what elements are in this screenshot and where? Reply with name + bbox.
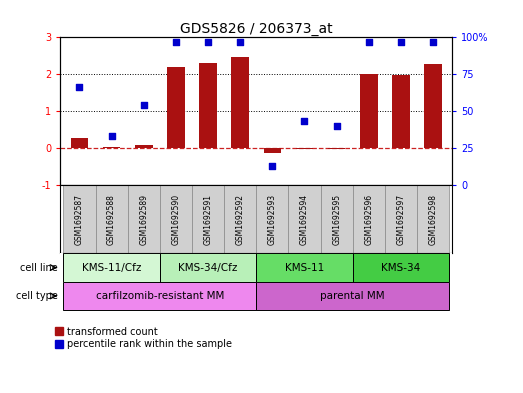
- Bar: [321, 185, 353, 253]
- Bar: [128, 185, 160, 253]
- Bar: [160, 185, 192, 253]
- Bar: [63, 185, 96, 253]
- Text: parental MM: parental MM: [321, 291, 385, 301]
- Bar: [392, 75, 410, 148]
- Point: [397, 39, 405, 45]
- Bar: [353, 185, 385, 253]
- Bar: [224, 185, 256, 253]
- Bar: [96, 185, 128, 253]
- Bar: [417, 185, 449, 253]
- Point: [300, 118, 309, 125]
- Legend: transformed count, percentile rank within the sample: transformed count, percentile rank withi…: [54, 327, 232, 349]
- Bar: [256, 185, 288, 253]
- Point: [236, 39, 244, 45]
- Point: [107, 133, 116, 139]
- Point: [333, 123, 341, 129]
- Bar: [71, 138, 88, 148]
- Text: GSM1692590: GSM1692590: [172, 193, 180, 245]
- Point: [75, 84, 84, 90]
- Bar: [199, 63, 217, 148]
- Text: GSM1692597: GSM1692597: [396, 193, 405, 245]
- Bar: [288, 185, 321, 253]
- Bar: [385, 185, 417, 253]
- Point: [204, 39, 212, 45]
- Point: [268, 162, 277, 169]
- Bar: [63, 253, 160, 282]
- Bar: [353, 253, 449, 282]
- Text: KMS-34/Cfz: KMS-34/Cfz: [178, 263, 238, 273]
- Text: GSM1692598: GSM1692598: [429, 194, 438, 244]
- Point: [365, 39, 373, 45]
- Bar: [192, 185, 224, 253]
- Text: KMS-34: KMS-34: [381, 263, 420, 273]
- Bar: [295, 148, 313, 149]
- Title: GDS5826 / 206373_at: GDS5826 / 206373_at: [180, 22, 333, 36]
- Text: KMS-11/Cfz: KMS-11/Cfz: [82, 263, 141, 273]
- Text: GSM1692591: GSM1692591: [203, 194, 212, 244]
- Text: cell type: cell type: [16, 291, 58, 301]
- Text: carfilzomib-resistant MM: carfilzomib-resistant MM: [96, 291, 224, 301]
- Text: GSM1692593: GSM1692593: [268, 193, 277, 245]
- Text: GSM1692595: GSM1692595: [332, 193, 341, 245]
- Bar: [256, 253, 353, 282]
- Bar: [360, 74, 378, 148]
- Bar: [63, 282, 256, 310]
- Bar: [256, 282, 449, 310]
- Text: GSM1692592: GSM1692592: [236, 194, 245, 244]
- Text: GSM1692596: GSM1692596: [365, 193, 373, 245]
- Bar: [103, 147, 120, 148]
- Text: KMS-11: KMS-11: [285, 263, 324, 273]
- Bar: [231, 57, 249, 148]
- Bar: [135, 145, 153, 148]
- Bar: [160, 253, 256, 282]
- Bar: [167, 67, 185, 148]
- Bar: [424, 64, 442, 148]
- Text: GSM1692588: GSM1692588: [107, 194, 116, 244]
- Bar: [264, 148, 281, 153]
- Text: GSM1692589: GSM1692589: [139, 194, 148, 244]
- Bar: [328, 148, 346, 149]
- Point: [429, 39, 437, 45]
- Point: [172, 39, 180, 45]
- Point: [140, 102, 148, 108]
- Text: GSM1692594: GSM1692594: [300, 193, 309, 245]
- Text: GSM1692587: GSM1692587: [75, 194, 84, 244]
- Text: cell line: cell line: [20, 263, 58, 273]
